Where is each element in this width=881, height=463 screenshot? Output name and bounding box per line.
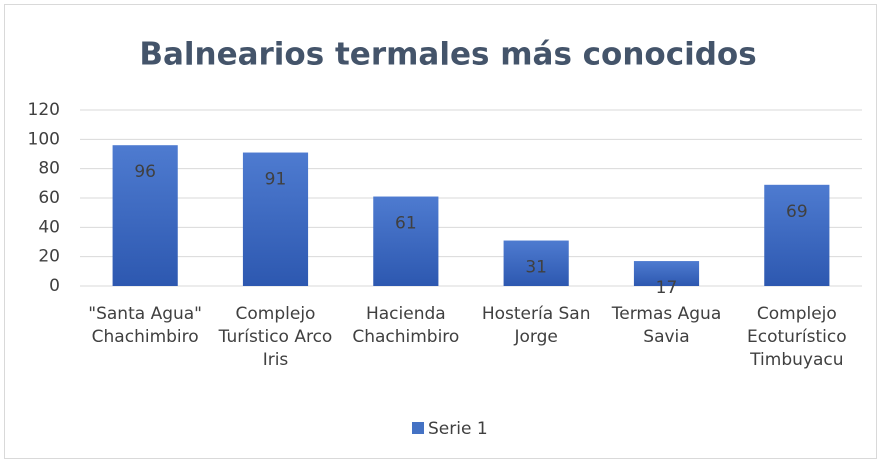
x-tick-label: Complejo Ecoturístico Timbuyacu [747, 304, 847, 370]
y-tick-label: 80 [38, 159, 60, 179]
y-tick-label: 40 [38, 217, 60, 237]
y-tick-label: 0 [49, 276, 60, 296]
y-tick-label: 60 [38, 188, 60, 208]
bar [373, 196, 439, 286]
bar [633, 261, 700, 286]
y-tick-label: 120 [28, 100, 60, 120]
bar [242, 152, 309, 286]
legend-swatch [412, 422, 424, 434]
x-tick-label: Hostería San Jorge [481, 304, 591, 347]
legend-label: Serie 1 [428, 419, 488, 439]
data-label: 91 [265, 170, 287, 190]
bar [112, 145, 178, 286]
x-tick-label: Termas Agua Savia [611, 304, 722, 347]
chart-title: Balnearios termales más conocidos [139, 37, 756, 73]
x-tick-label: "Santa Agua" Chachimbiro [88, 304, 203, 347]
x-tick-label: Complejo Turístico Arco Iris [218, 304, 333, 370]
data-label: 17 [656, 278, 678, 298]
y-tick-label: 100 [28, 129, 60, 149]
data-label: 69 [786, 202, 808, 222]
x-tick-label: Hacienda Chachimbiro [352, 304, 460, 347]
data-label: 96 [134, 162, 156, 182]
bar [503, 240, 569, 286]
y-tick-label: 20 [38, 247, 60, 267]
data-label: 61 [395, 214, 417, 234]
bar [764, 184, 830, 286]
data-label: 31 [525, 258, 547, 278]
